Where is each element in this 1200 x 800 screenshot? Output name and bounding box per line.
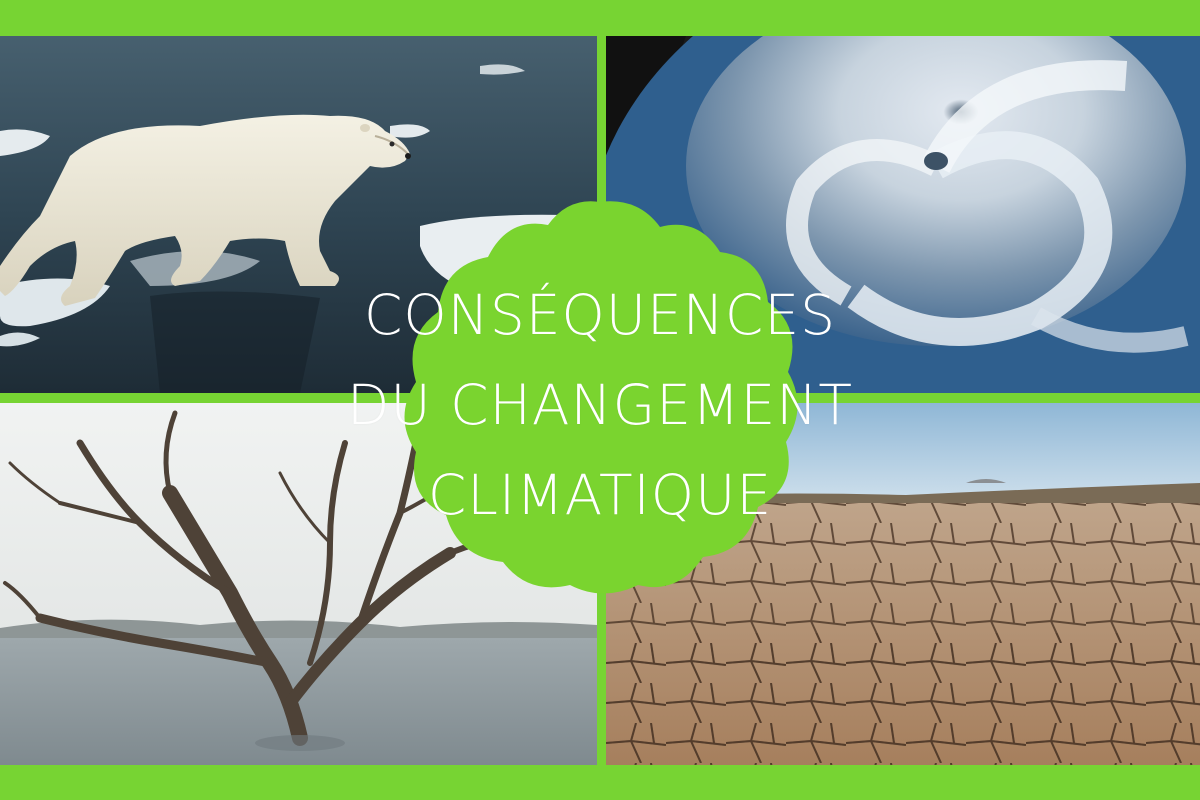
title-badge [398,197,803,597]
title-line-3: CLIMATIQUE [427,463,773,527]
hurricane-photo [606,36,1200,393]
polar-bear-photo [0,36,597,393]
poster-title: CONSÉQUENCES DU CHANGEMENT CLIMATIQUE [300,270,900,540]
title-line-1: CONSÉQUENCES [363,283,836,347]
title-line-2: DU CHANGEMENT [347,373,853,437]
